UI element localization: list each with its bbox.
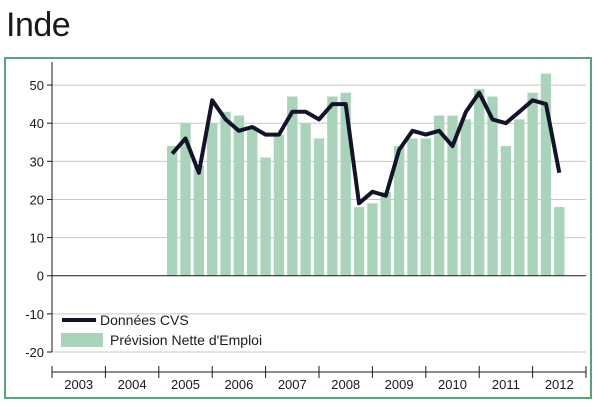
y-tick-label: -10 (25, 307, 44, 322)
bar (273, 134, 285, 276)
x-tick-label: 2010 (438, 377, 467, 392)
chart-title: Inde (6, 6, 71, 44)
bar (433, 115, 445, 276)
chart-frame (4, 57, 592, 399)
bar (247, 127, 258, 276)
bar (380, 191, 391, 276)
y-tick-labels: 50 40 30 20 10 0 -10 -20 (25, 78, 44, 360)
bar (287, 96, 298, 276)
bar (313, 138, 325, 276)
bar (474, 88, 485, 276)
bar (353, 207, 365, 276)
bar (447, 115, 458, 276)
x-tick-label: 2004 (118, 377, 147, 392)
bar (220, 111, 231, 276)
bar (233, 115, 245, 276)
axes (51, 62, 587, 378)
bar (340, 92, 351, 276)
y-tick-label: 10 (30, 231, 44, 246)
bar (420, 138, 431, 276)
bar (166, 146, 178, 276)
y-tick-label: 0 (37, 269, 44, 284)
bar (327, 96, 338, 276)
y-tick-label: 30 (30, 154, 44, 169)
y-tick-label: 50 (30, 78, 44, 93)
bar (527, 92, 538, 276)
bar (514, 119, 525, 276)
bar (260, 157, 271, 276)
legend-line-label: Données CVS (100, 312, 189, 328)
bar (500, 146, 512, 276)
bar (460, 119, 472, 276)
bar (180, 123, 191, 276)
x-tick-label: 2009 (385, 377, 414, 392)
bar (367, 203, 378, 276)
bar (207, 123, 218, 276)
line-series (170, 90, 562, 206)
bar (300, 123, 311, 276)
bar (393, 146, 405, 276)
bar (554, 207, 565, 276)
bar-series (166, 73, 565, 276)
bar (487, 96, 498, 276)
series-line (170, 90, 562, 206)
y-tick-label: 20 (30, 192, 44, 207)
legend-bar-swatch (61, 333, 103, 347)
y-tick-label: -20 (25, 345, 44, 360)
bar (407, 138, 418, 276)
bar (540, 73, 552, 276)
x-tick-label: 2005 (171, 377, 200, 392)
x-tick-label: 2006 (224, 377, 253, 392)
x-tick-label: 2012 (545, 377, 574, 392)
x-tick-label: 2007 (278, 377, 307, 392)
x-tick-label: 2008 (331, 377, 360, 392)
x-tick-label: 2011 (492, 377, 520, 392)
x-tick-label: 2003 (64, 377, 93, 392)
legend: Données CVS Prévision Nette d'Emploi (59, 312, 262, 348)
y-tick-label: 40 (30, 116, 44, 131)
x-tick-labels: 2003 2004 2005 2006 2007 2008 2009 2010 2011 2012 (64, 377, 574, 392)
legend-bar-label: Prévision Nette d'Emploi (110, 332, 262, 348)
bar (193, 165, 205, 276)
